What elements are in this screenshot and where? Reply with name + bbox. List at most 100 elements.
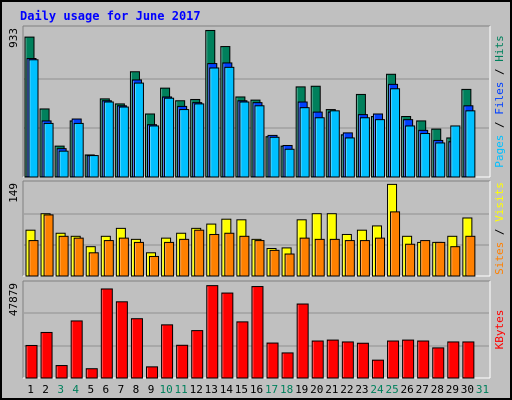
- pages-bar: [269, 136, 280, 178]
- sites-bar: [88, 252, 99, 277]
- day-label: 25: [385, 383, 398, 396]
- kbytes-bar: [371, 359, 384, 379]
- kbytes-bar: [266, 342, 279, 379]
- kbytes-bar: [206, 285, 219, 379]
- sites-bar: [344, 240, 355, 277]
- kbytes-bar: [251, 286, 264, 379]
- kbytes-bar: [176, 344, 189, 379]
- day-label: 8: [133, 383, 140, 396]
- sites-bar: [28, 240, 39, 277]
- kbytes-bar: [146, 366, 159, 379]
- day-label: 20: [310, 383, 323, 396]
- kbytes-ymax-label: 47879: [7, 283, 20, 316]
- legend-sites: Sites: [493, 242, 506, 275]
- sites-bar: [284, 253, 295, 277]
- day-label: 28: [431, 383, 444, 396]
- sites-bar: [103, 240, 114, 277]
- sites-bar: [314, 238, 325, 277]
- day-label: 31: [476, 383, 489, 396]
- pages-bar: [405, 125, 416, 178]
- day-label: 3: [57, 383, 64, 396]
- hits-ymax-label: 933: [7, 28, 20, 48]
- pages-bar: [284, 148, 295, 178]
- pages-bar: [179, 109, 190, 178]
- legend-kbytes: KBytes: [493, 310, 506, 350]
- legend-pages: Pages: [493, 135, 506, 168]
- kbytes-bar: [85, 368, 98, 379]
- legend-visits: Visits: [493, 182, 506, 222]
- pages-bar: [450, 125, 461, 178]
- legend-separator: /: [493, 115, 506, 135]
- sites-bar: [118, 237, 129, 277]
- pages-bar: [374, 119, 385, 178]
- sites-bar: [239, 235, 250, 277]
- hits-legend: Pages / Files / Hits: [493, 35, 506, 168]
- pages-bar: [435, 142, 446, 178]
- pages-bar: [149, 125, 160, 178]
- day-label: 14: [220, 383, 234, 396]
- visits-legend: Sites / Visits: [493, 182, 506, 275]
- day-label: 21: [325, 383, 338, 396]
- kbytes-bar: [191, 330, 204, 379]
- pages-bar: [254, 105, 265, 178]
- kbytes-bar: [55, 365, 68, 379]
- pages-bar: [88, 155, 99, 178]
- sites-bar: [390, 211, 401, 277]
- pages-bar: [194, 103, 205, 178]
- sites-bar: [179, 238, 190, 277]
- day-label: 12: [190, 383, 203, 396]
- day-label: 16: [250, 383, 263, 396]
- day-label: 23: [355, 383, 368, 396]
- day-label: 2: [42, 383, 49, 396]
- sites-bar: [133, 241, 144, 277]
- sites-bar: [450, 246, 461, 277]
- pages-bar: [118, 106, 129, 178]
- kbytes-bar: [70, 320, 83, 379]
- kbytes-bar: [221, 292, 234, 379]
- day-label: 22: [340, 383, 353, 396]
- day-label: 13: [205, 383, 218, 396]
- sites-bar: [73, 237, 84, 277]
- legend-files: Files: [493, 82, 506, 115]
- day-label: 5: [87, 383, 94, 396]
- legend-separator: /: [493, 222, 506, 242]
- pages-bar: [390, 88, 401, 178]
- legend-hits: Hits: [493, 35, 506, 62]
- pages-bar: [224, 66, 235, 178]
- pages-bar: [239, 101, 250, 178]
- pages-bar: [299, 107, 310, 178]
- sites-bar: [149, 255, 160, 277]
- sites-bar: [269, 249, 280, 277]
- pages-bar: [420, 133, 431, 178]
- pages-bar: [359, 117, 370, 178]
- day-label: 27: [416, 383, 429, 396]
- pages-bar: [28, 59, 39, 178]
- kbytes-bar: [281, 352, 294, 379]
- day-label: 15: [235, 383, 248, 396]
- day-label: 24: [370, 383, 384, 396]
- sites-bar: [194, 229, 205, 277]
- pages-bar: [103, 101, 114, 178]
- day-label: 10: [159, 383, 172, 396]
- kbytes-bar: [462, 341, 475, 379]
- kbytes-bar: [402, 339, 415, 379]
- day-label: 29: [446, 383, 459, 396]
- kbytes-bar: [161, 324, 174, 379]
- kbytes-bar: [130, 318, 143, 379]
- day-label: 4: [72, 383, 79, 396]
- day-label: 18: [280, 383, 293, 396]
- kbytes-bar: [115, 301, 128, 379]
- kbytes-bar: [40, 331, 53, 379]
- sites-bar: [43, 214, 54, 277]
- visits-ymax-label: 149: [7, 183, 20, 203]
- pages-bar: [58, 150, 69, 178]
- day-label: 17: [265, 383, 278, 396]
- day-label: 6: [103, 383, 110, 396]
- sites-bar: [299, 237, 310, 277]
- day-label: 7: [118, 383, 125, 396]
- sites-bar: [435, 241, 446, 277]
- kbytes-bar: [417, 340, 430, 379]
- pages-bar: [73, 122, 84, 178]
- pages-bar: [209, 67, 220, 178]
- sites-bar: [164, 241, 175, 277]
